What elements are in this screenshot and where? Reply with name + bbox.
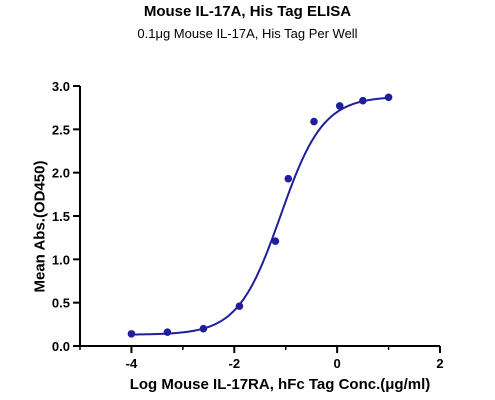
y-tick-label: 0.5 <box>52 296 70 311</box>
x-tick-label: -2 <box>229 356 241 371</box>
data-point <box>310 117 318 126</box>
axes <box>79 86 440 347</box>
fit-curve <box>131 96 389 336</box>
x-axis-label: Log Mouse IL-17RA, hFc Tag Conc.(μg/ml) <box>129 376 431 393</box>
y-tick-label: 1.0 <box>52 252 70 267</box>
data-point <box>384 93 393 102</box>
data-point <box>284 174 293 183</box>
y-tick-label: 0.0 <box>52 339 70 354</box>
x-tick-label: -4 <box>126 356 138 371</box>
x-tick-label: 2 <box>436 356 443 371</box>
data-point <box>359 96 367 105</box>
data-point <box>235 302 244 310</box>
data-point <box>127 330 136 338</box>
y-tick-label: 2.0 <box>52 166 70 181</box>
data-point <box>271 237 280 245</box>
x-tick-label: 0 <box>334 356 341 371</box>
y-tick-label: 3.0 <box>52 79 70 94</box>
data-point <box>199 324 208 333</box>
data-point <box>163 328 172 336</box>
y-tick-label: 1.5 <box>52 209 70 224</box>
data-point <box>335 102 344 110</box>
chart-subtitle: 0.1μg Mouse IL-17A, His Tag Per Well <box>137 26 358 41</box>
ticks: 0.0 0.5 1.0 1.5 2.0 2.5 3.0 -4 -2 0 2 <box>52 79 444 371</box>
y-tick-label: 2.5 <box>52 122 70 137</box>
chart-title: Mouse IL-17A, His Tag ELISA <box>143 3 352 20</box>
y-axis-label: Mean Abs.(OD450) <box>31 160 49 293</box>
data-points <box>127 93 393 338</box>
